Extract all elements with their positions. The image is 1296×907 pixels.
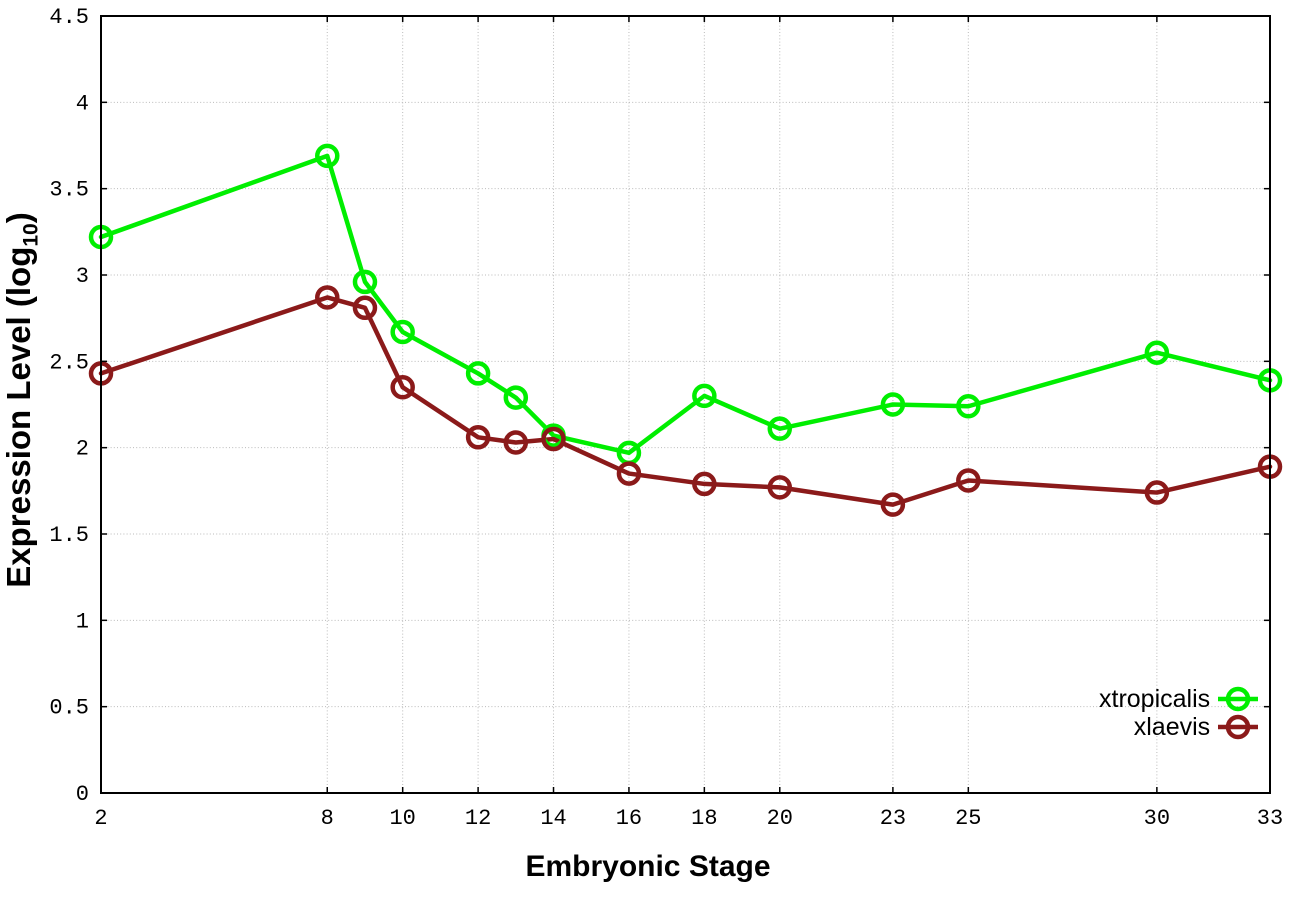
svg-text:18: 18 [691,806,717,831]
svg-text:0: 0 [76,782,89,807]
svg-text:4: 4 [76,91,89,116]
svg-text:0.5: 0.5 [49,696,89,721]
svg-text:33: 33 [1257,806,1283,831]
svg-text:1: 1 [76,609,89,634]
svg-text:2.5: 2.5 [49,350,89,375]
svg-text:16: 16 [616,806,642,831]
svg-text:10: 10 [389,806,415,831]
svg-text:8: 8 [321,806,334,831]
svg-text:23: 23 [880,806,906,831]
svg-text:2: 2 [94,806,107,831]
svg-text:3.5: 3.5 [49,178,89,203]
svg-text:30: 30 [1144,806,1170,831]
svg-text:3: 3 [76,264,89,289]
svg-text:4.5: 4.5 [49,5,89,30]
svg-text:25: 25 [955,806,981,831]
svg-text:1.5: 1.5 [49,523,89,548]
svg-text:20: 20 [767,806,793,831]
svg-text:12: 12 [465,806,491,831]
svg-text:14: 14 [540,806,566,831]
svg-text:2: 2 [76,437,89,462]
